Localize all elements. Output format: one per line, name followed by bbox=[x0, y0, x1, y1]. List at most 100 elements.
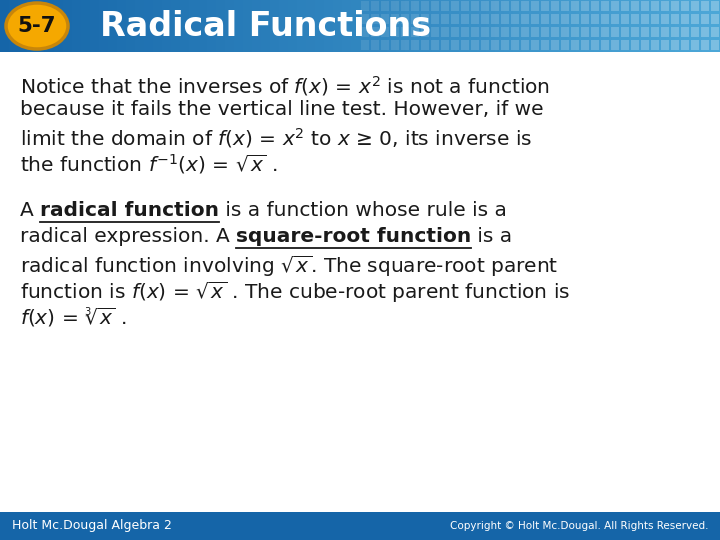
Bar bbox=[401, 14, 409, 24]
Bar bbox=[661, 27, 669, 37]
Bar bbox=[671, 1, 679, 11]
Text: radical function involving $\sqrt{\mathit{x}}$. The square-root parent: radical function involving $\sqrt{\mathi… bbox=[20, 253, 558, 279]
Bar bbox=[641, 27, 649, 37]
Bar bbox=[551, 27, 559, 37]
Bar bbox=[431, 1, 439, 11]
Bar bbox=[571, 14, 579, 24]
Bar bbox=[511, 27, 519, 37]
Text: radical function: radical function bbox=[40, 201, 219, 220]
Bar bbox=[481, 27, 489, 37]
Bar bbox=[591, 14, 599, 24]
Bar bbox=[421, 40, 429, 50]
Text: Copyright © Holt Mc.Dougal. All Rights Reserved.: Copyright © Holt Mc.Dougal. All Rights R… bbox=[449, 521, 708, 531]
Text: $\mathit{f}$($\mathit{x}$) = $\sqrt[3]{\mathit{x}}$ .: $\mathit{f}$($\mathit{x}$) = $\sqrt[3]{\… bbox=[20, 306, 127, 329]
Text: is a: is a bbox=[472, 227, 513, 246]
Bar bbox=[468, 0, 477, 52]
Bar bbox=[551, 40, 559, 50]
Bar bbox=[611, 14, 619, 24]
Bar bbox=[401, 1, 409, 11]
Bar bbox=[611, 1, 619, 11]
Bar bbox=[381, 40, 389, 50]
Bar bbox=[81, 0, 90, 52]
Bar bbox=[441, 14, 449, 24]
Bar bbox=[671, 27, 679, 37]
Bar bbox=[207, 0, 216, 52]
Bar bbox=[581, 14, 589, 24]
Bar bbox=[561, 1, 569, 11]
Bar bbox=[641, 40, 649, 50]
Text: 5-7: 5-7 bbox=[18, 16, 56, 36]
Bar bbox=[671, 14, 679, 24]
Bar bbox=[711, 40, 719, 50]
Bar bbox=[661, 40, 669, 50]
Bar bbox=[63, 0, 72, 52]
Bar bbox=[681, 27, 689, 37]
Bar bbox=[541, 1, 549, 11]
Bar bbox=[621, 14, 629, 24]
Bar bbox=[711, 27, 719, 37]
Bar bbox=[381, 14, 389, 24]
Bar bbox=[501, 1, 509, 11]
Text: Holt Mc.Dougal Algebra 2: Holt Mc.Dougal Algebra 2 bbox=[12, 519, 172, 532]
Bar bbox=[691, 27, 699, 37]
Bar bbox=[585, 0, 594, 52]
Bar bbox=[471, 14, 479, 24]
Bar bbox=[351, 0, 360, 52]
Bar bbox=[661, 1, 669, 11]
Bar bbox=[701, 27, 709, 37]
Bar bbox=[701, 1, 709, 11]
Bar bbox=[411, 14, 419, 24]
Bar bbox=[451, 27, 459, 37]
Bar bbox=[401, 40, 409, 50]
Bar bbox=[631, 1, 639, 11]
Bar bbox=[561, 40, 569, 50]
Bar bbox=[297, 0, 306, 52]
Bar bbox=[441, 40, 449, 50]
Bar bbox=[387, 0, 396, 52]
Bar bbox=[581, 27, 589, 37]
Bar bbox=[117, 0, 126, 52]
Bar bbox=[306, 0, 315, 52]
Bar bbox=[441, 27, 449, 37]
Bar bbox=[381, 1, 389, 11]
Bar bbox=[521, 14, 529, 24]
Bar bbox=[711, 0, 720, 52]
Bar bbox=[411, 1, 419, 11]
Bar bbox=[531, 14, 539, 24]
Bar bbox=[72, 0, 81, 52]
Bar bbox=[511, 1, 519, 11]
Bar bbox=[693, 0, 702, 52]
Bar bbox=[234, 0, 243, 52]
Bar bbox=[471, 1, 479, 11]
Bar bbox=[651, 27, 659, 37]
Bar bbox=[279, 0, 288, 52]
Bar bbox=[216, 0, 225, 52]
Bar bbox=[611, 27, 619, 37]
Bar bbox=[361, 1, 369, 11]
Bar bbox=[391, 40, 399, 50]
Bar bbox=[594, 0, 603, 52]
Bar bbox=[451, 1, 459, 11]
Bar bbox=[261, 0, 270, 52]
Bar bbox=[45, 0, 54, 52]
Bar bbox=[675, 0, 684, 52]
Bar bbox=[701, 14, 709, 24]
Bar bbox=[421, 1, 429, 11]
Bar bbox=[591, 27, 599, 37]
Bar bbox=[561, 27, 569, 37]
Bar bbox=[481, 1, 489, 11]
Bar bbox=[522, 0, 531, 52]
Bar bbox=[491, 40, 499, 50]
Bar bbox=[657, 0, 666, 52]
Bar bbox=[591, 1, 599, 11]
Bar bbox=[630, 0, 639, 52]
Bar bbox=[511, 14, 519, 24]
Bar bbox=[571, 27, 579, 37]
Bar bbox=[551, 1, 559, 11]
Bar bbox=[391, 14, 399, 24]
Bar bbox=[36, 0, 45, 52]
Bar bbox=[54, 0, 63, 52]
Bar bbox=[631, 27, 639, 37]
Bar bbox=[432, 0, 441, 52]
Bar bbox=[243, 0, 252, 52]
